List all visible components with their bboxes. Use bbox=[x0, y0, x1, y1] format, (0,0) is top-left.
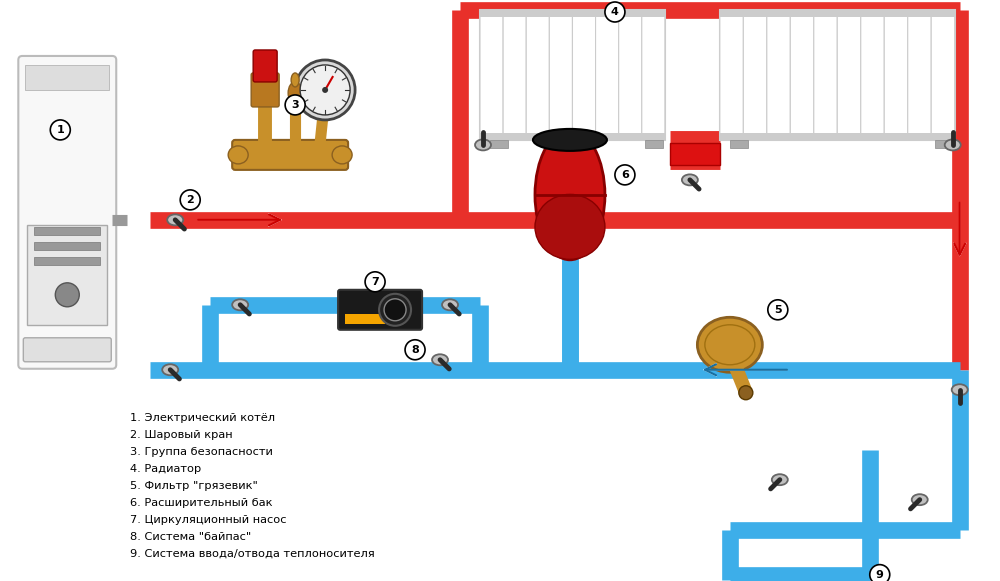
FancyBboxPatch shape bbox=[18, 56, 116, 369]
Bar bbox=[720, 10, 955, 17]
FancyBboxPatch shape bbox=[549, 13, 572, 138]
Text: 3. Группа безопасности: 3. Группа безопасности bbox=[130, 447, 273, 457]
Ellipse shape bbox=[167, 214, 183, 225]
Ellipse shape bbox=[432, 354, 448, 365]
Text: 3: 3 bbox=[291, 100, 299, 110]
Circle shape bbox=[384, 299, 406, 321]
FancyBboxPatch shape bbox=[837, 13, 861, 138]
Circle shape bbox=[615, 165, 635, 185]
Bar bbox=[34, 227, 100, 235]
Text: 5: 5 bbox=[774, 305, 782, 315]
Text: 9: 9 bbox=[876, 569, 884, 580]
Circle shape bbox=[180, 190, 200, 210]
FancyBboxPatch shape bbox=[790, 13, 814, 138]
Bar bbox=[345, 314, 385, 324]
FancyBboxPatch shape bbox=[884, 13, 908, 138]
Circle shape bbox=[322, 87, 328, 93]
Ellipse shape bbox=[912, 494, 928, 505]
Ellipse shape bbox=[697, 317, 762, 372]
Text: 2. Шаровый кран: 2. Шаровый кран bbox=[130, 430, 233, 440]
Circle shape bbox=[739, 386, 753, 400]
Bar bbox=[25, 65, 109, 90]
FancyBboxPatch shape bbox=[861, 13, 884, 138]
FancyBboxPatch shape bbox=[338, 290, 422, 330]
Text: 7. Циркуляционный насос: 7. Циркуляционный насос bbox=[130, 515, 287, 525]
Text: 6. Расширительный бак: 6. Расширительный бак bbox=[130, 498, 273, 508]
Text: 1: 1 bbox=[56, 125, 64, 135]
Bar bbox=[34, 242, 100, 250]
FancyBboxPatch shape bbox=[619, 13, 642, 138]
Text: 4: 4 bbox=[611, 7, 619, 17]
Bar bbox=[490, 140, 508, 148]
Circle shape bbox=[285, 95, 305, 115]
Circle shape bbox=[870, 565, 890, 581]
Bar bbox=[645, 140, 663, 148]
Circle shape bbox=[295, 60, 355, 120]
Ellipse shape bbox=[442, 299, 458, 310]
Ellipse shape bbox=[475, 139, 491, 150]
Text: 1. Электрический котёл: 1. Электрический котёл bbox=[130, 413, 275, 423]
Circle shape bbox=[379, 294, 411, 326]
FancyBboxPatch shape bbox=[572, 13, 596, 138]
Ellipse shape bbox=[952, 384, 968, 395]
FancyBboxPatch shape bbox=[743, 13, 767, 138]
Ellipse shape bbox=[945, 139, 961, 150]
FancyBboxPatch shape bbox=[642, 13, 665, 138]
Text: 6: 6 bbox=[621, 170, 629, 180]
Bar bbox=[720, 133, 955, 140]
Bar bbox=[480, 10, 665, 140]
FancyBboxPatch shape bbox=[232, 140, 348, 170]
FancyBboxPatch shape bbox=[931, 13, 955, 138]
Circle shape bbox=[50, 120, 70, 140]
Ellipse shape bbox=[535, 130, 605, 260]
Bar bbox=[480, 10, 665, 17]
Text: 5. Фильтр "грязевик": 5. Фильтр "грязевик" bbox=[130, 480, 258, 491]
Text: 4. Радиатор: 4. Радиатор bbox=[130, 464, 201, 474]
Circle shape bbox=[55, 283, 79, 307]
FancyBboxPatch shape bbox=[23, 338, 111, 362]
FancyBboxPatch shape bbox=[767, 13, 790, 138]
Ellipse shape bbox=[682, 174, 698, 185]
Ellipse shape bbox=[533, 129, 607, 151]
Circle shape bbox=[365, 272, 385, 292]
FancyBboxPatch shape bbox=[814, 13, 837, 138]
FancyBboxPatch shape bbox=[908, 13, 931, 138]
Bar bbox=[720, 10, 955, 140]
Bar bbox=[34, 257, 100, 265]
Ellipse shape bbox=[232, 299, 248, 310]
Ellipse shape bbox=[288, 82, 302, 104]
Bar bbox=[670, 143, 720, 165]
FancyBboxPatch shape bbox=[480, 13, 503, 138]
Ellipse shape bbox=[291, 73, 299, 87]
Ellipse shape bbox=[332, 146, 352, 164]
FancyBboxPatch shape bbox=[720, 13, 743, 138]
Ellipse shape bbox=[228, 146, 248, 164]
Ellipse shape bbox=[162, 364, 178, 375]
Ellipse shape bbox=[772, 474, 788, 485]
FancyBboxPatch shape bbox=[503, 13, 526, 138]
Ellipse shape bbox=[535, 195, 605, 259]
FancyBboxPatch shape bbox=[526, 13, 549, 138]
Text: 8. Система "байпас": 8. Система "байпас" bbox=[130, 532, 251, 541]
Text: 9. Система ввода/отвода теплоносителя: 9. Система ввода/отвода теплоносителя bbox=[130, 548, 375, 559]
FancyBboxPatch shape bbox=[253, 50, 277, 82]
Text: 7: 7 bbox=[371, 277, 379, 287]
Circle shape bbox=[605, 2, 625, 22]
FancyBboxPatch shape bbox=[596, 13, 619, 138]
Bar bbox=[730, 140, 748, 148]
Circle shape bbox=[405, 340, 425, 360]
Text: 8: 8 bbox=[411, 345, 419, 355]
Bar bbox=[27, 225, 107, 325]
FancyBboxPatch shape bbox=[251, 73, 279, 107]
Circle shape bbox=[768, 300, 788, 320]
Bar bbox=[935, 140, 953, 148]
Circle shape bbox=[300, 65, 350, 115]
Text: 2: 2 bbox=[186, 195, 194, 205]
Bar bbox=[480, 133, 665, 140]
